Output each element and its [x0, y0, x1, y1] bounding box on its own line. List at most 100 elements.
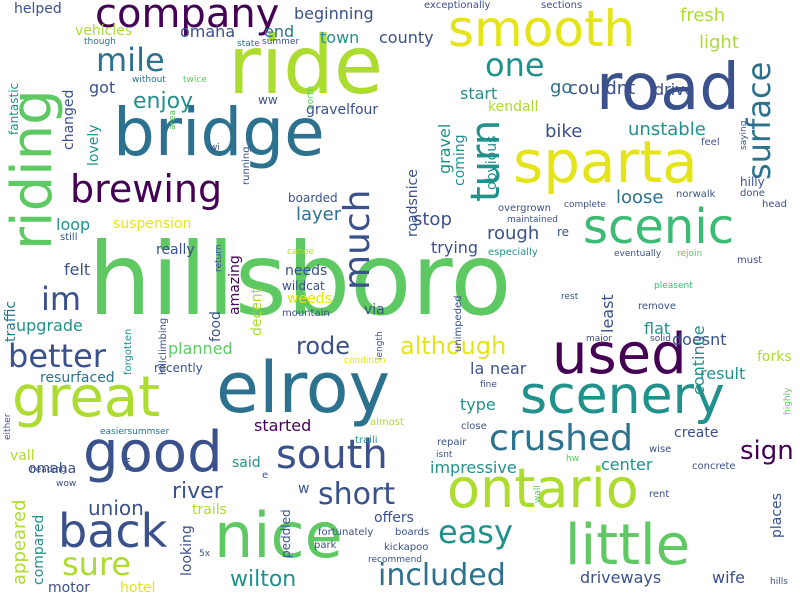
word: center: [601, 455, 653, 474]
word: trails: [192, 502, 227, 518]
word: decent: [249, 287, 265, 336]
word: scenic: [583, 199, 735, 255]
word: sure: [62, 545, 132, 583]
word: better: [8, 337, 106, 375]
word: gravelfour: [306, 102, 379, 118]
word: bridge: [113, 94, 325, 171]
word: needs: [285, 263, 328, 279]
word: return: [214, 244, 224, 272]
word: wi: [210, 143, 220, 153]
word: county: [379, 28, 434, 47]
word: traili: [355, 435, 378, 446]
word: wall: [533, 485, 543, 503]
word: almost: [370, 417, 404, 428]
word: maintained: [507, 215, 558, 225]
word: hills: [770, 577, 788, 587]
word: one: [485, 46, 545, 84]
word: near: [490, 359, 527, 378]
word: e: [262, 470, 269, 481]
word: stop: [413, 209, 452, 230]
word: kendall: [488, 99, 539, 115]
word: sign: [740, 436, 794, 466]
word: couldnt: [568, 78, 636, 99]
word: running: [241, 146, 252, 185]
word: major: [586, 334, 612, 344]
word: highly: [783, 387, 793, 415]
word: w: [298, 481, 310, 497]
word: north: [306, 85, 316, 110]
word: recommend: [368, 555, 422, 565]
word: offers: [374, 510, 414, 526]
word: fresh: [680, 5, 726, 26]
word: places: [769, 493, 785, 538]
word: eventually: [614, 249, 662, 259]
word: impressive: [430, 458, 517, 477]
word: compared: [31, 514, 47, 585]
word: hotel: [120, 580, 156, 596]
word: im: [41, 280, 82, 318]
word: loose: [616, 187, 664, 208]
word: either: [3, 413, 13, 440]
word: short: [318, 477, 396, 512]
word: peddled: [279, 509, 293, 558]
word: weeds: [287, 291, 332, 307]
word: hillsboro: [88, 221, 512, 338]
word: state: [237, 39, 260, 49]
word: still: [60, 232, 78, 243]
word: rode: [296, 332, 351, 360]
word: go: [550, 77, 573, 98]
word: nice: [214, 499, 343, 572]
word: coming: [452, 134, 468, 186]
word: wife: [712, 568, 746, 587]
word: doesnt: [672, 330, 727, 349]
word: f: [124, 455, 130, 474]
word: driveways: [580, 568, 662, 587]
word: ww: [258, 93, 278, 107]
word: create: [674, 425, 719, 441]
word: great: [12, 365, 161, 430]
word: close: [461, 421, 487, 432]
word: omaha: [28, 461, 77, 477]
word: boards: [395, 527, 430, 538]
word: loop: [56, 215, 91, 234]
word: planned: [168, 339, 233, 358]
word: wise: [649, 444, 672, 455]
word: easiersummser: [100, 427, 170, 437]
word: rejoin: [677, 249, 703, 259]
word: motor: [48, 580, 91, 596]
word: recently: [154, 361, 203, 375]
word: complete: [564, 200, 607, 210]
word: obvious: [484, 135, 500, 190]
word: vehicles: [75, 23, 133, 39]
word: heading: [30, 465, 67, 475]
word: hw: [566, 454, 580, 464]
word: canoe: [287, 247, 315, 257]
word: brewing: [70, 167, 223, 211]
word: union: [88, 496, 144, 520]
word: drive: [654, 80, 695, 99]
word: smooth: [448, 0, 636, 58]
word: summer: [262, 37, 300, 47]
word: crushed: [489, 418, 633, 459]
word: included: [378, 558, 506, 593]
word: used: [552, 322, 687, 387]
word: good: [83, 420, 223, 485]
word: said: [232, 455, 261, 471]
word: vall: [10, 448, 35, 464]
word: re: [557, 225, 570, 239]
word: isnt: [436, 450, 453, 460]
word: started: [254, 416, 312, 435]
word: lovely: [86, 124, 102, 166]
word: flat: [644, 319, 671, 338]
word: looking: [179, 525, 195, 576]
word: twice: [183, 75, 207, 85]
word: sparta: [513, 128, 698, 196]
word: mountain: [282, 308, 330, 319]
word: condition: [344, 356, 386, 366]
word: la: [470, 359, 485, 378]
word: rest: [561, 292, 579, 302]
word: company: [95, 0, 280, 37]
word: food: [208, 311, 224, 342]
word: feel: [701, 137, 720, 148]
